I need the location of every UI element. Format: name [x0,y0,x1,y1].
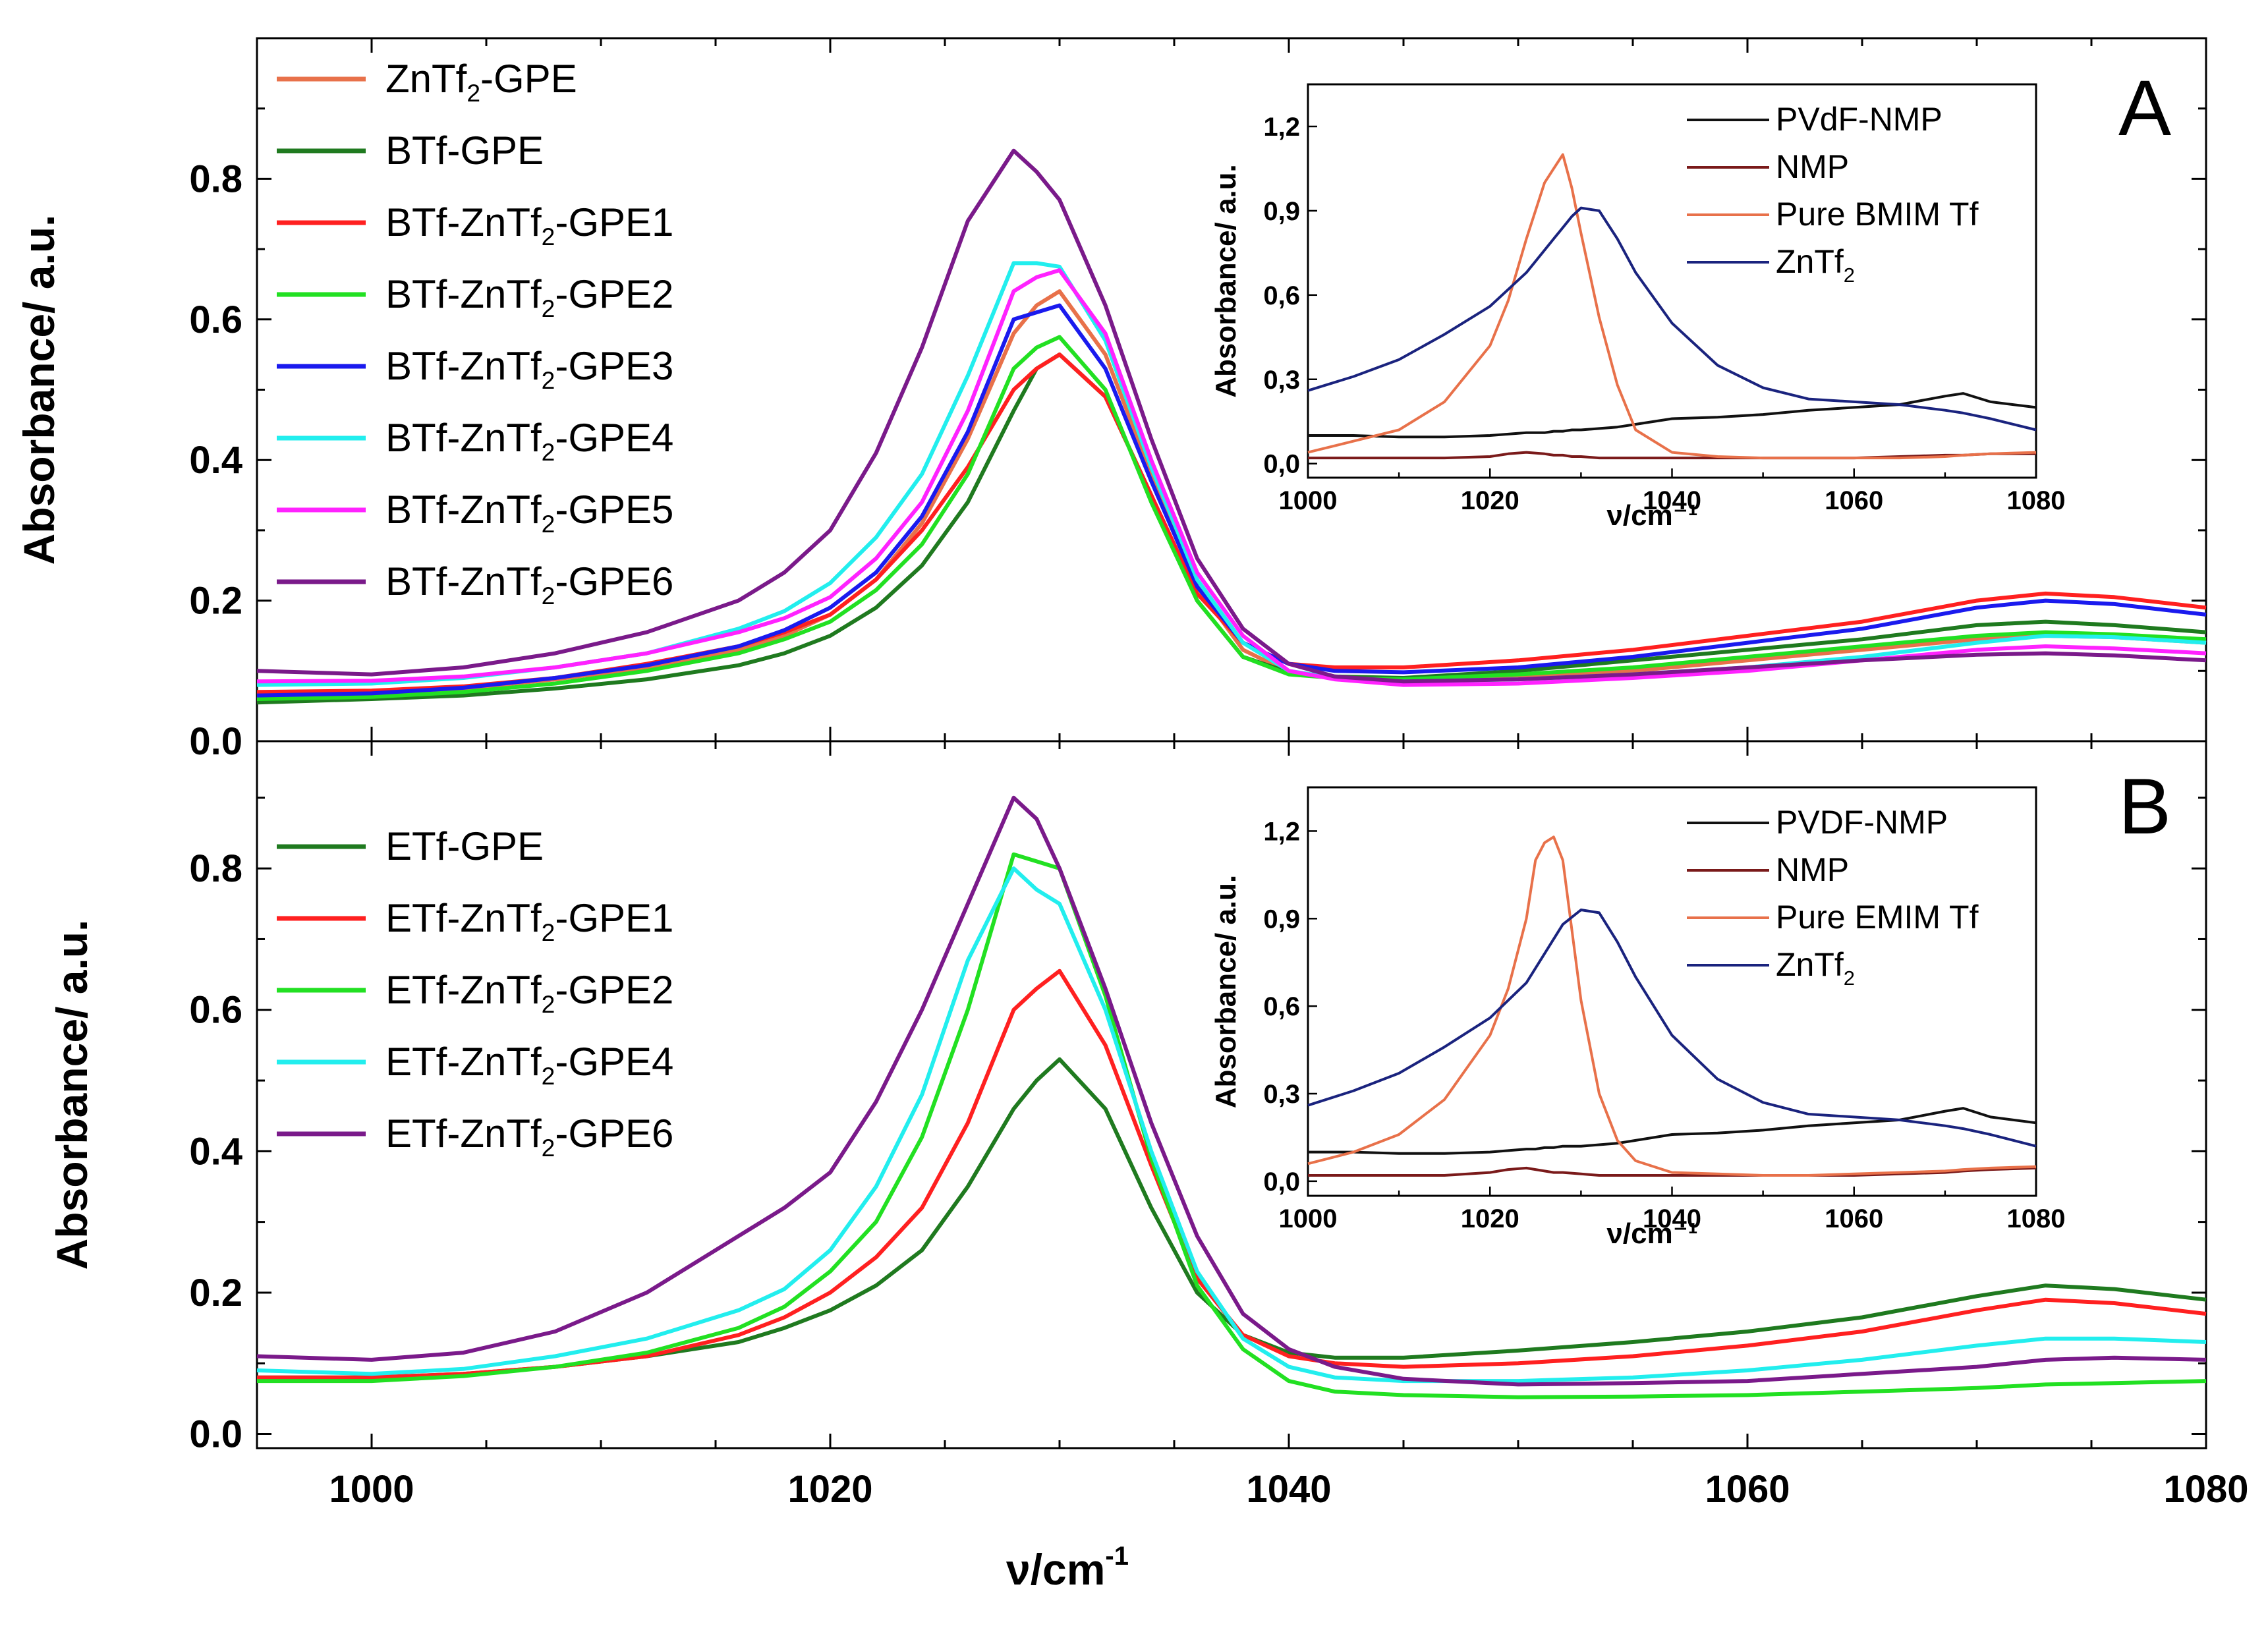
inset-legend-label: NMP [1776,851,1849,888]
legend-label: BTf-GPE [385,128,544,173]
inset-legend-label: Pure BMIM Tf [1776,196,1979,233]
inset-y-tick-label: 1,2 [1263,113,1300,142]
inset-x-tick-label: 1060 [1825,486,1883,515]
y-tick-label: 0.8 [189,157,242,200]
inset-legend-label: PVDF-NMP [1776,804,1948,841]
inset-series-line-NMP [1308,451,2036,460]
inset-x-tick-label: 1060 [1825,1204,1883,1233]
legend-label: BTf-ZnTf2-GPE3 [385,344,673,394]
inset-y-tick-label: 0,3 [1263,1080,1300,1109]
inset-series-line-ZnTf2 [1307,206,2037,432]
series-line-ETf-ZnTf2-GPE6 [256,795,2207,1387]
inset-x-tick-label: 1040 [1643,486,1701,515]
inset-a: 1000 1020 1040 1060 1080 0,0 0,3 0,6 0,9 1,2 Absor… [1210,83,2066,532]
legend-label: ETf-ZnTf2-GPE6 [385,1111,673,1162]
legend-label: BTf-ZnTf2-GPE2 [385,272,673,322]
x-tick-label: 1020 [787,1468,872,1511]
inset-y-tick-label: 0,9 [1263,905,1300,934]
inset-series-line-Pure EMIM Tf [1307,835,2037,1177]
panel-a: 0.0 0.2 0.4 0.6 0.8 Absorbance/ a.u. ZnTf2-GPE… [14,37,2207,763]
series-line-ETf-GPE [257,1057,2207,1380]
inset-legend-label: PVdF-NMP [1776,101,1942,138]
inset-x-tick-label: 1000 [1279,1204,1338,1233]
inset-x-tick-label: 1080 [2007,486,2066,515]
legend-label: ETf-GPE [385,824,544,868]
inset-x-tick-label: 1020 [1461,486,1519,515]
inset-y-tick-label: 0,6 [1263,281,1300,310]
y-tick-label: 0.4 [189,1130,242,1173]
inset-legend-label: ZnTf2 [1776,243,1855,287]
x-tick-label: 1040 [1246,1468,1331,1511]
legend-label: ZnTf2-GPE [385,57,577,107]
x-tick-label: 1080 [2163,1468,2248,1511]
series-line-ETf-ZnTf2-GPE4 [256,866,2207,1384]
panel-label: A [2118,64,2171,152]
inset-series-line-NMP [1308,1166,2037,1177]
inset-y-tick-label: 0,0 [1263,450,1300,479]
series-line-BTf-ZnTf2-GPE3 [256,303,2207,698]
inset-y-axis-title: Absorbance/ a.u. [1210,875,1242,1109]
y-tick-label: 0.0 [189,1413,242,1456]
y-axis-title: Absorbance/ a.u. [14,215,63,565]
panel-label: B [2118,762,2171,851]
series-line-ETf-ZnTf2-GPE2 [257,852,2207,1399]
inset-legend-label: Pure EMIM Tf [1776,899,1979,936]
inset-b: 1000 1020 1040 1060 1080 0,0 0,3 0,6 0,9 1,2 Absor… [1210,786,2066,1250]
y-tick-label: 0.2 [189,580,242,623]
inset-y-tick-label: 0,0 [1263,1167,1300,1196]
y-axis-title: Absorbance/ a.u. [47,920,96,1270]
inset-y-axis-title: Absorbance/ a.u. [1210,164,1242,398]
legend-label: ETf-ZnTf2-GPE2 [385,968,673,1018]
series-line-ETf-ZnTf2-GPE1 [257,968,2207,1380]
inset-x-axis-title: ν/cm⁻¹ [1606,499,1697,532]
y-tick-label: 0.4 [189,439,242,482]
x-tick-label: 1060 [1705,1468,1790,1511]
x-tick-label: 1000 [329,1468,414,1511]
legend-label: BTf-ZnTf2-GPE4 [385,416,673,466]
inset-y-tick-label: 1,2 [1263,817,1300,846]
series-line-BTf-ZnTf2-GPE5 [256,268,2207,687]
inset-frame [1307,786,2037,1197]
x-axis-title: ν/cm-1 [1006,1542,1129,1594]
inset-y-tick-label: 0,3 [1263,366,1300,395]
inset-x-tick-label: 1080 [2007,1204,2066,1233]
inset-x-tick-label: 1040 [1643,1204,1701,1233]
y-tick-label: 0.6 [189,989,242,1032]
legend-label: BTf-ZnTf2-GPE6 [385,559,673,609]
inset-legend-label: NMP [1776,148,1849,185]
y-tick-label: 0.6 [189,298,242,341]
legend-label: ETf-ZnTf2-GPE4 [385,1040,673,1090]
legend-label: ETf-ZnTf2-GPE1 [385,896,673,946]
inset-y-tick-label: 0,9 [1263,197,1300,226]
series-line-BTf-ZnTf2-GPE6 [256,148,2207,684]
panel-b: 1000 1020 1040 1060 1080 0.0 0.2 0.4 0.6 0.8 Absor… [47,740,2249,1511]
inset-legend-label: ZnTf2 [1776,946,1855,990]
inset-series-line-Pure BMIM Tf [1307,153,2037,460]
y-tick-label: 0.0 [189,720,242,763]
y-tick-label: 0.2 [189,1272,242,1314]
legend-label: BTf-ZnTf2-GPE1 [385,200,673,250]
inset-series-line-ZnTf2 [1307,909,2037,1148]
inset-x-tick-label: 1000 [1279,486,1338,515]
inset-y-tick-label: 0,6 [1263,992,1300,1021]
y-tick-label: 0.8 [189,847,242,890]
series-line-ZnTf2-GPE [256,289,2207,698]
series-line-BTf-ZnTf2-GPE2 [256,335,2207,701]
inset-x-axis-title: ν/cm⁻¹ [1606,1218,1697,1250]
legend-label: BTf-ZnTf2-GPE5 [385,488,673,538]
plot-frame [256,740,2207,1449]
inset-x-tick-label: 1020 [1461,1204,1519,1233]
